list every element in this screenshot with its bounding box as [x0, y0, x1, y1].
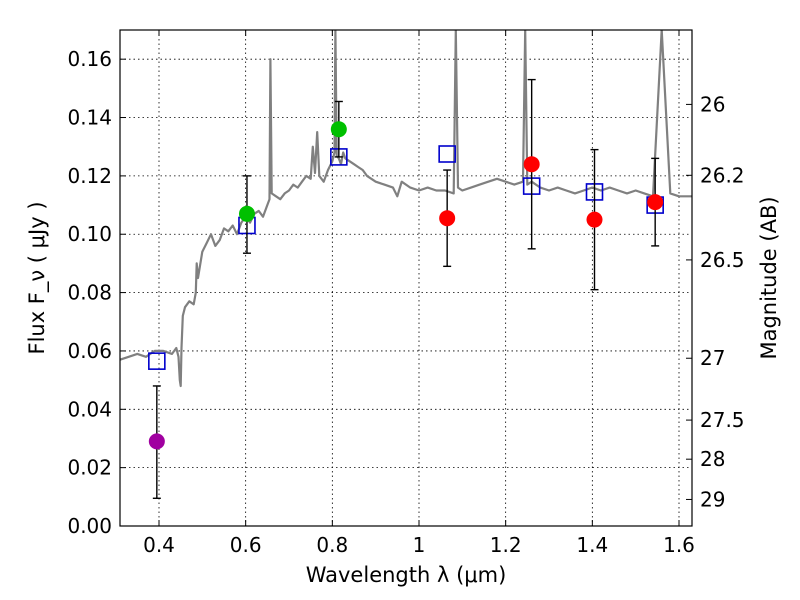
y-tick-label: 0.08 — [67, 281, 112, 305]
right-tick-label: 26 — [700, 92, 725, 116]
y-tick-label: 0.06 — [67, 339, 112, 363]
observed-point — [647, 194, 664, 211]
y-axis-left-label: Flux F_ν ( μJy ) — [25, 201, 50, 354]
x-axis: 0.4 0.6 0.8 1 1.2 1.4 1.6 — [143, 30, 695, 557]
x-tick-label: 1.2 — [490, 533, 522, 557]
y-axis-right: 26 26.2 26.5 27 27.5 28 29 — [686, 92, 745, 511]
y-tick-label: 0.02 — [67, 456, 112, 480]
x-tick-label: 1 — [413, 533, 426, 557]
y-tick-label: 0.00 — [67, 514, 112, 538]
x-tick-label: 0.8 — [316, 533, 348, 557]
x-axis-label: Wavelength λ (μm) — [306, 563, 507, 587]
x-tick-label: 1.6 — [663, 533, 695, 557]
right-tick-label: 27.5 — [700, 408, 745, 432]
right-tick-label: 28 — [700, 447, 725, 471]
y-tick-label: 0.14 — [67, 106, 112, 130]
observed-point — [238, 205, 255, 222]
x-tick-label: 0.4 — [143, 533, 175, 557]
observed-point — [523, 156, 540, 173]
right-tick-label: 27 — [700, 346, 725, 370]
right-tick-label: 26.5 — [700, 248, 745, 272]
plot-frame — [119, 29, 693, 527]
right-tick-label: 26.2 — [700, 163, 745, 187]
x-tick-label: 0.6 — [230, 533, 262, 557]
y-axis-left: 0.00 0.02 0.04 0.06 0.08 0.10 0.12 0.14 0.16 — [67, 47, 126, 538]
observed-point — [330, 121, 347, 138]
observed-point — [148, 433, 165, 450]
spectrum-line — [120, 30, 692, 388]
plot-area — [120, 30, 692, 499]
y-tick-label: 0.16 — [67, 47, 112, 71]
observed-point — [439, 210, 456, 227]
model-point — [438, 145, 456, 163]
observed-point — [586, 211, 603, 228]
y-tick-label: 0.12 — [67, 164, 112, 188]
model-point — [148, 352, 166, 370]
y-tick-label: 0.04 — [67, 397, 112, 421]
x-tick-label: 1.4 — [576, 533, 608, 557]
grid-lines — [120, 30, 692, 526]
y-tick-label: 0.10 — [67, 222, 112, 246]
right-tick-label: 29 — [700, 487, 725, 511]
y-axis-right-label: Magnitude (AB) — [757, 196, 781, 359]
